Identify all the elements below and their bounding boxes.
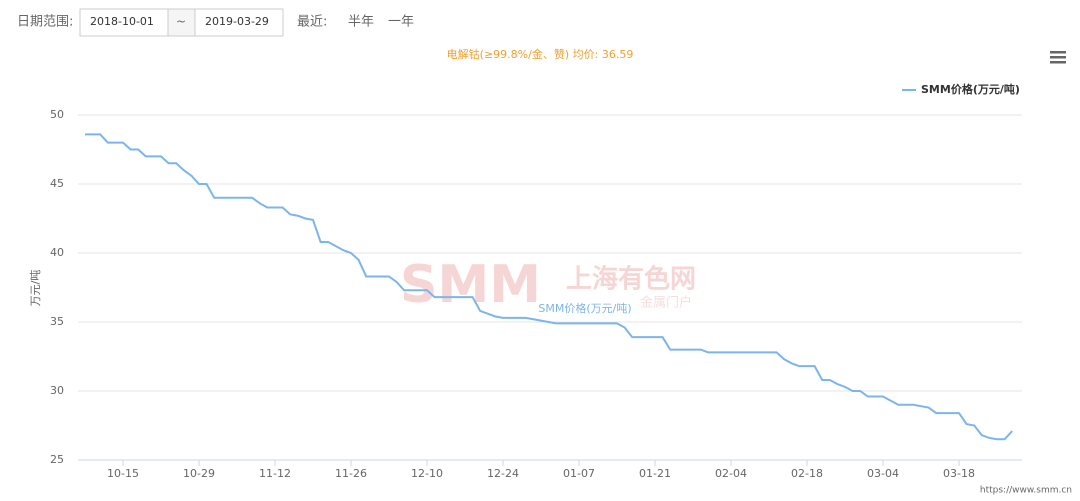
start-date[interactable]: 2018-10-01 [90, 15, 154, 28]
y-tick-label: 40 [50, 246, 64, 259]
watermark: 上海有色网 [566, 264, 696, 295]
end-input[interactable] [194, 8, 284, 37]
x-tick-label: 10-15 [107, 467, 139, 480]
separator-box [167, 8, 196, 37]
x-tick-label: 02-18 [791, 467, 823, 480]
recent-label: 最近: [297, 15, 327, 30]
legend-label: SMM价格(万元/吨) [921, 82, 1020, 96]
range-label: 日期范围: [17, 15, 73, 30]
credit: https://www.smm.cn [980, 486, 1072, 496]
x-tick-label: 02-04 [715, 467, 747, 480]
x-tick-label: 11-12 [259, 467, 291, 480]
end-date[interactable]: 2019-03-29 [205, 15, 269, 28]
half-year-button[interactable]: 半年 [348, 15, 374, 30]
y-tick-label: 25 [50, 453, 64, 466]
x-tick-label: 11-26 [335, 467, 367, 480]
x-tick-label: 01-07 [563, 467, 595, 480]
y-tick-label: 45 [50, 177, 64, 190]
y-tick-label: 35 [50, 315, 64, 328]
watermark: 金属门户 [640, 295, 692, 311]
x-tick-label: 03-18 [943, 467, 975, 480]
line [85, 133, 1013, 441]
start-input[interactable] [79, 8, 169, 37]
one-year-button[interactable]: 一年 [388, 15, 414, 30]
y-tick-label: 50 [50, 108, 64, 121]
x-tick-label: 10-29 [183, 467, 215, 480]
separator: ~ [176, 15, 186, 29]
watermark: SMM [400, 255, 541, 315]
menu-icon[interactable] [1050, 51, 1066, 64]
chart-subtitle: 电解钴(≥99.8%/金、赞) 均价: 36.59 [447, 47, 634, 61]
x-tick-label: 01-21 [639, 467, 671, 480]
x-tick-label: 03-04 [867, 467, 899, 480]
x-tick-label: 12-10 [411, 467, 443, 480]
x-tick-label: 12-24 [487, 467, 519, 480]
y-axis-label: 万元/吨 [29, 270, 42, 307]
y-tick-label: 30 [50, 384, 64, 397]
series-label: SMM价格(万元/吨) [538, 301, 631, 315]
